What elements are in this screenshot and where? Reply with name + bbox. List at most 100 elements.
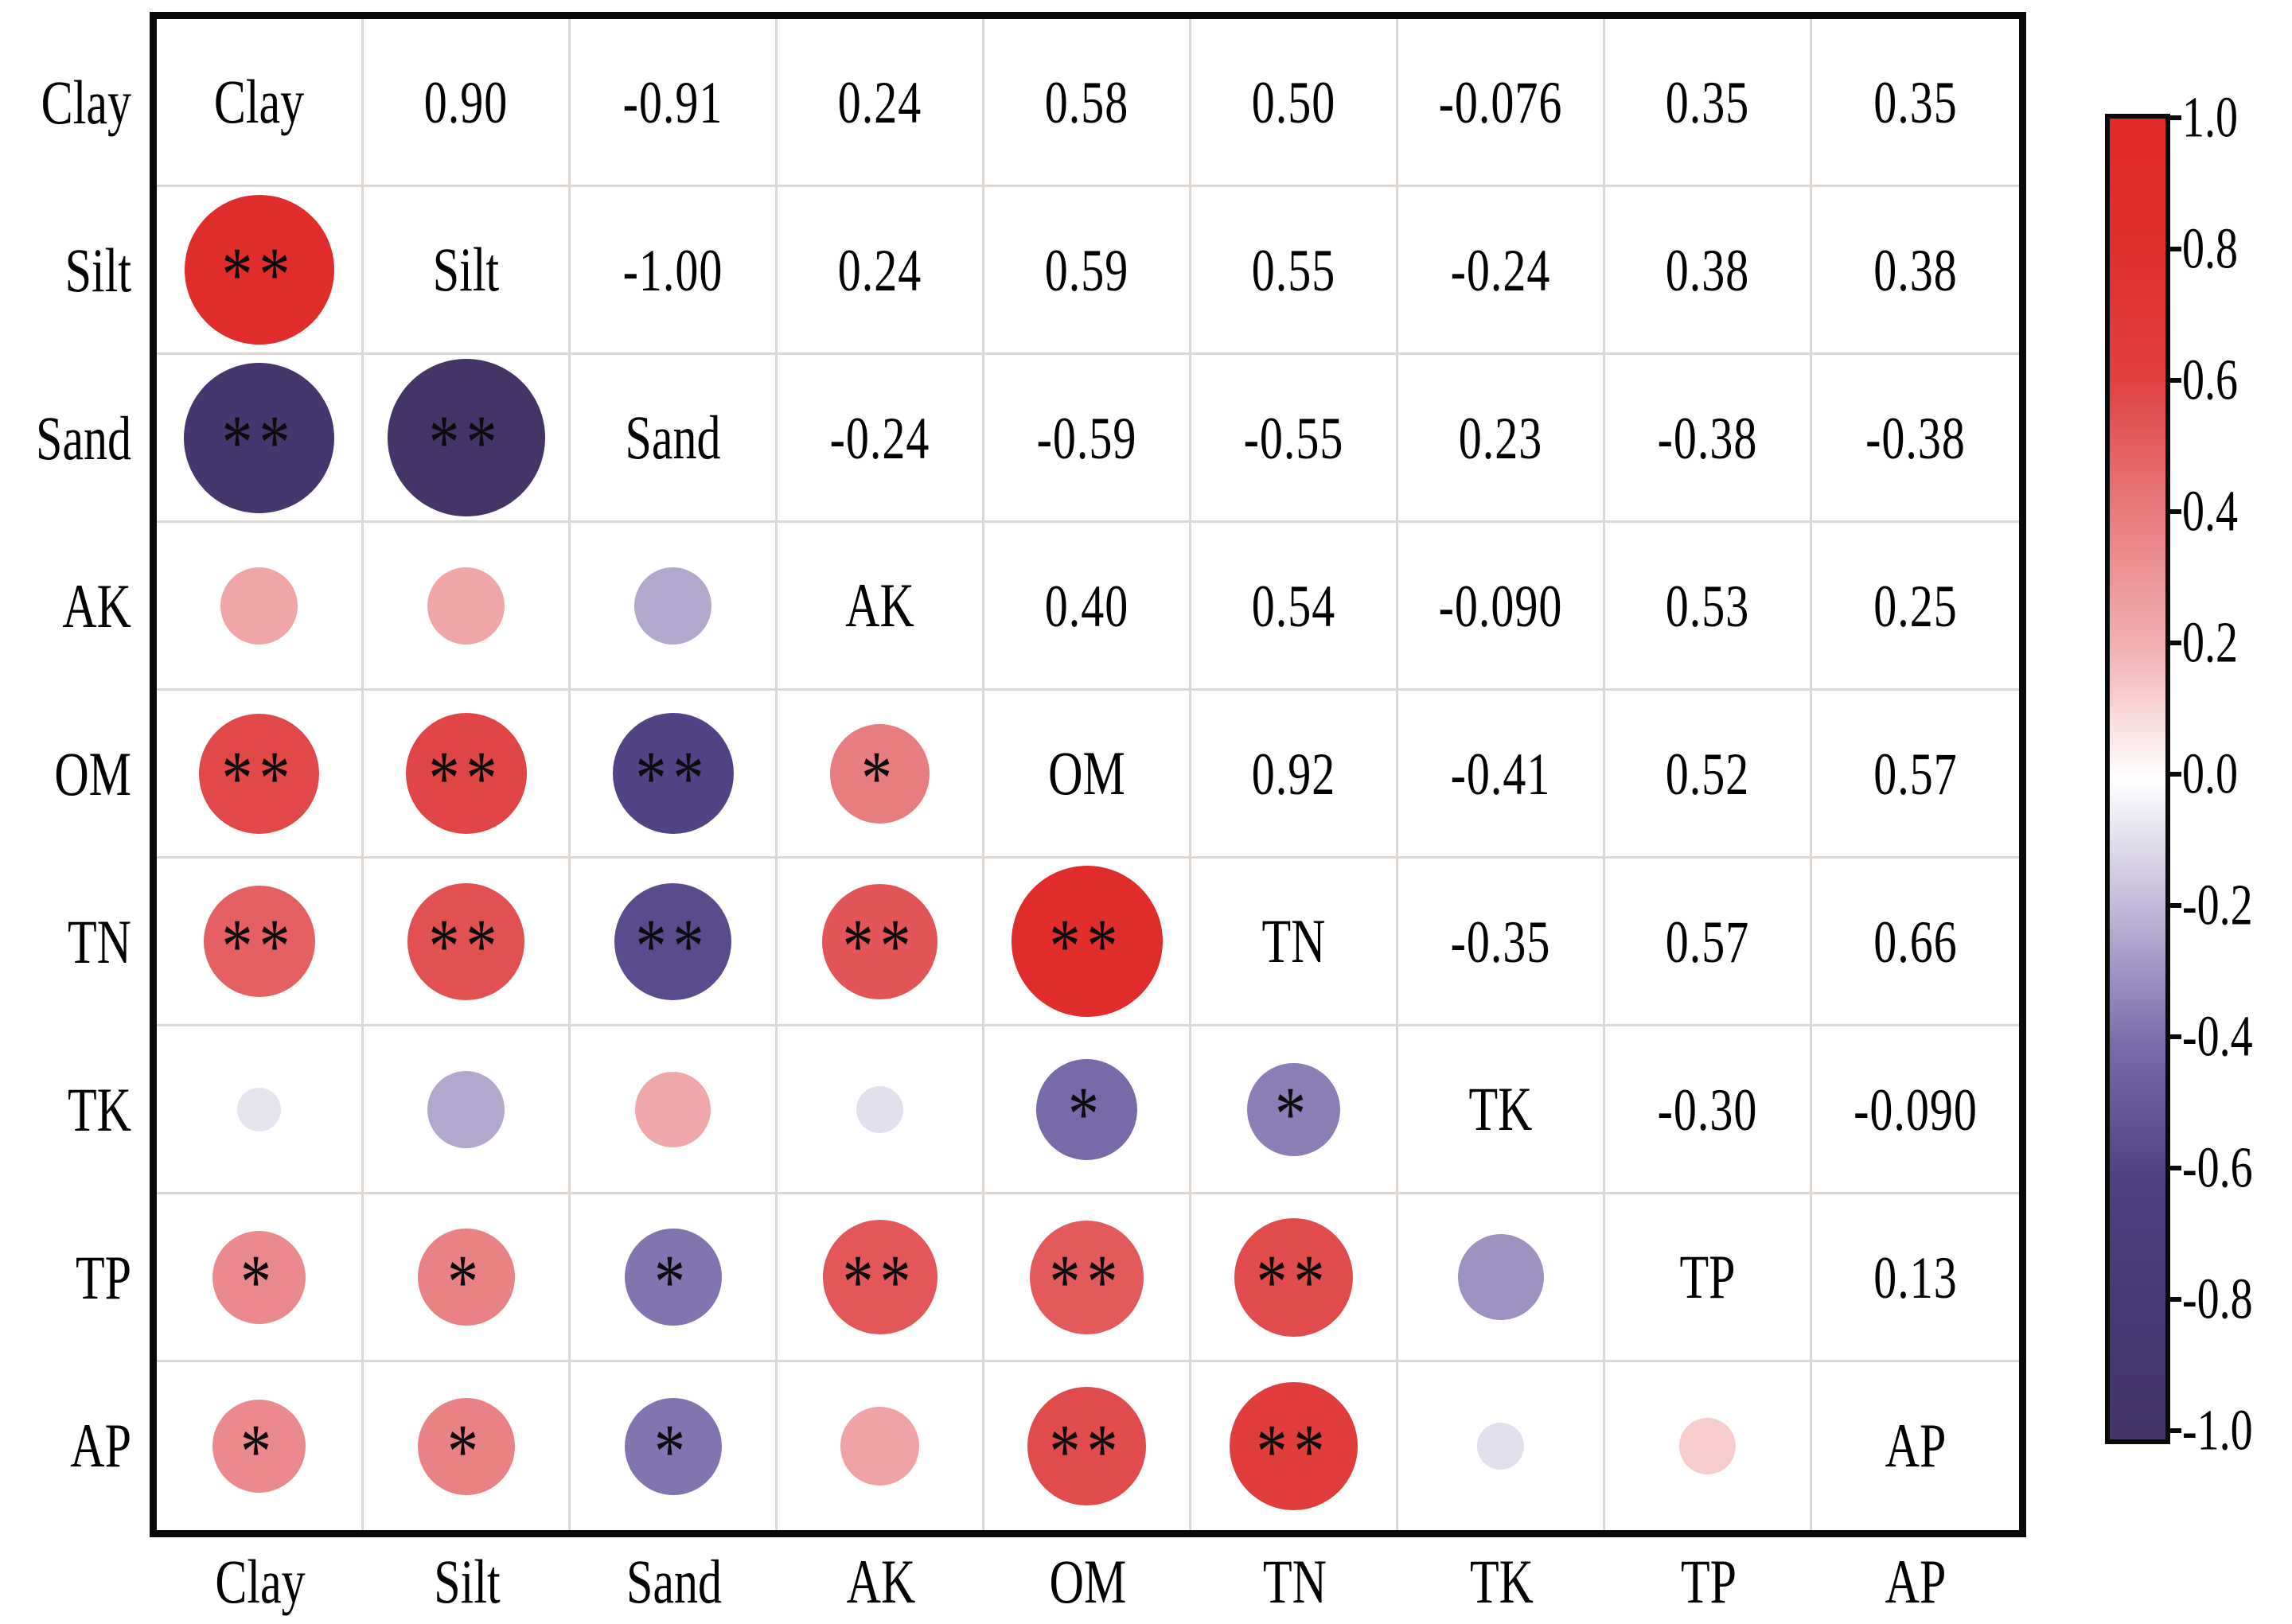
correlation-circle (203, 886, 315, 997)
diagonal-label: AP (1885, 1411, 1947, 1480)
circle-cell-AK-Clay (157, 523, 364, 691)
value-cell-AK-OM: 0.40 (984, 523, 1191, 691)
correlation-circle (635, 1071, 711, 1147)
circle-cell-TN-AK: ** (778, 859, 984, 1026)
circle-cell-OM-AK: * (778, 691, 984, 859)
significance-stars: ** (221, 231, 297, 317)
correlation-circle (405, 713, 527, 834)
row-axis-label-OM: OM (0, 691, 131, 859)
diagonal-cell-TP: TP (1605, 1194, 1812, 1362)
diagonal-cell-Silt: Silt (364, 187, 571, 355)
significance-stars: * (240, 1238, 278, 1325)
diagonal-cell-OM: OM (984, 691, 1191, 859)
correlation-value: 0.38 (1873, 236, 1958, 304)
circle-cell-TK-OM: * (984, 1026, 1191, 1194)
significance-stars: ** (635, 734, 711, 821)
value-cell-Clay-Sand: -0.91 (571, 19, 778, 187)
correlation-value: 0.13 (1873, 1243, 1958, 1311)
significance-stars: ** (1256, 1407, 1331, 1494)
value-cell-Silt-AK: 0.24 (778, 187, 984, 355)
value-cell-Sand-TK: 0.23 (1398, 355, 1605, 523)
correlation-circle (387, 359, 545, 516)
value-cell-AK-TN: 0.54 (1191, 523, 1398, 691)
correlation-value: 0.92 (1251, 739, 1336, 808)
significance-stars: * (654, 1407, 692, 1494)
value-cell-Clay-Silt: 0.90 (364, 19, 571, 187)
diagonal-label: TK (1468, 1074, 1533, 1143)
correlation-value: 0.25 (1873, 571, 1958, 640)
value-cell-Sand-AP: -0.38 (1812, 355, 2019, 523)
correlation-value: -0.30 (1657, 1075, 1758, 1143)
circle-cell-TN-Clay: ** (157, 859, 364, 1026)
correlation-circle (624, 1229, 722, 1326)
circle-cell-TK-TN: * (1191, 1026, 1398, 1194)
significance-stars: ** (1049, 902, 1125, 989)
correlation-value: -0.41 (1450, 739, 1551, 808)
diagonal-label: AK (845, 571, 914, 640)
row-axis-label-text: OM (54, 739, 131, 808)
correlation-value: 0.54 (1251, 571, 1336, 640)
correlation-circle (1477, 1423, 1524, 1470)
correlation-value: -0.91 (622, 68, 723, 136)
correlation-circle (1036, 1058, 1137, 1160)
colorbar-tick (2165, 641, 2181, 645)
circle-cell-AK-Sand (571, 523, 778, 691)
correlation-value: 0.38 (1665, 236, 1750, 304)
significance-stars: ** (842, 902, 918, 989)
correlation-value: 0.50 (1251, 68, 1336, 136)
diagonal-cell-AP: AP (1812, 1362, 2019, 1530)
row-axis-label-Sand: Sand (0, 355, 131, 523)
significance-stars: ** (842, 1238, 918, 1325)
correlation-value: -0.38 (1657, 403, 1758, 472)
row-axis-label-Silt: Silt (0, 187, 131, 355)
value-cell-Silt-OM: 0.59 (984, 187, 1191, 355)
diagonal-cell-TK: TK (1398, 1026, 1605, 1194)
significance-stars: ** (635, 902, 711, 989)
correlation-value: 0.24 (837, 68, 922, 136)
correlation-circle (612, 713, 734, 834)
correlation-circle (1457, 1234, 1544, 1320)
circle-cell-AK-Silt (364, 523, 571, 691)
correlation-circle (417, 1397, 515, 1495)
circle-cell-TN-OM: ** (984, 859, 1191, 1026)
value-cell-Clay-TP: 0.35 (1605, 19, 1812, 187)
circle-cell-OM-Clay: ** (157, 691, 364, 859)
colorbar-tick-label: 0.2 (2182, 610, 2238, 676)
value-cell-TK-AP: -0.090 (1812, 1026, 2019, 1194)
circle-cell-AP-Silt: * (364, 1362, 571, 1530)
correlation-value: 0.40 (1044, 571, 1129, 640)
colorbar-tick-label: 0.8 (2182, 216, 2238, 282)
circle-cell-TK-Silt (364, 1026, 571, 1194)
value-cell-Silt-AP: 0.38 (1812, 187, 2019, 355)
significance-stars: ** (428, 399, 504, 485)
row-axis-label-AK: AK (0, 523, 131, 691)
value-cell-Clay-AP: 0.35 (1812, 19, 2019, 187)
significance-stars: ** (221, 902, 297, 989)
row-axis-label-text: Sand (36, 403, 131, 473)
correlation-circle (830, 723, 930, 824)
correlation-value: 0.52 (1665, 739, 1750, 808)
circle-cell-OM-Sand: ** (571, 691, 778, 859)
row-axis-label-text: AK (62, 571, 131, 641)
colorbar-tick (2165, 509, 2181, 514)
circle-cell-Silt-Clay: ** (157, 187, 364, 355)
row-axis-label-text: TP (75, 1243, 131, 1312)
correlation-value: -0.55 (1243, 403, 1344, 472)
circle-cell-TK-Sand (571, 1026, 778, 1194)
correlation-circle (184, 362, 334, 513)
row-axis-label-TN: TN (0, 859, 131, 1026)
correlation-circle (1234, 1217, 1353, 1337)
value-cell-Silt-TN: 0.55 (1191, 187, 1398, 355)
correlation-value: 0.57 (1665, 907, 1750, 976)
correlation-circle (856, 1085, 903, 1133)
col-axis-label-AK: AK (778, 1547, 984, 1615)
circle-cell-TK-AK (778, 1026, 984, 1194)
correlation-value: 0.23 (1458, 403, 1543, 472)
diagonal-label: TN (1261, 906, 1326, 976)
value-cell-AK-AP: 0.25 (1812, 523, 2019, 691)
colorbar-tick (2165, 772, 2181, 777)
col-axis-label-text: TK (1470, 1547, 1534, 1616)
colorbar-tick-label: -0.2 (2182, 873, 2253, 938)
circle-cell-TN-Sand: ** (571, 859, 778, 1026)
